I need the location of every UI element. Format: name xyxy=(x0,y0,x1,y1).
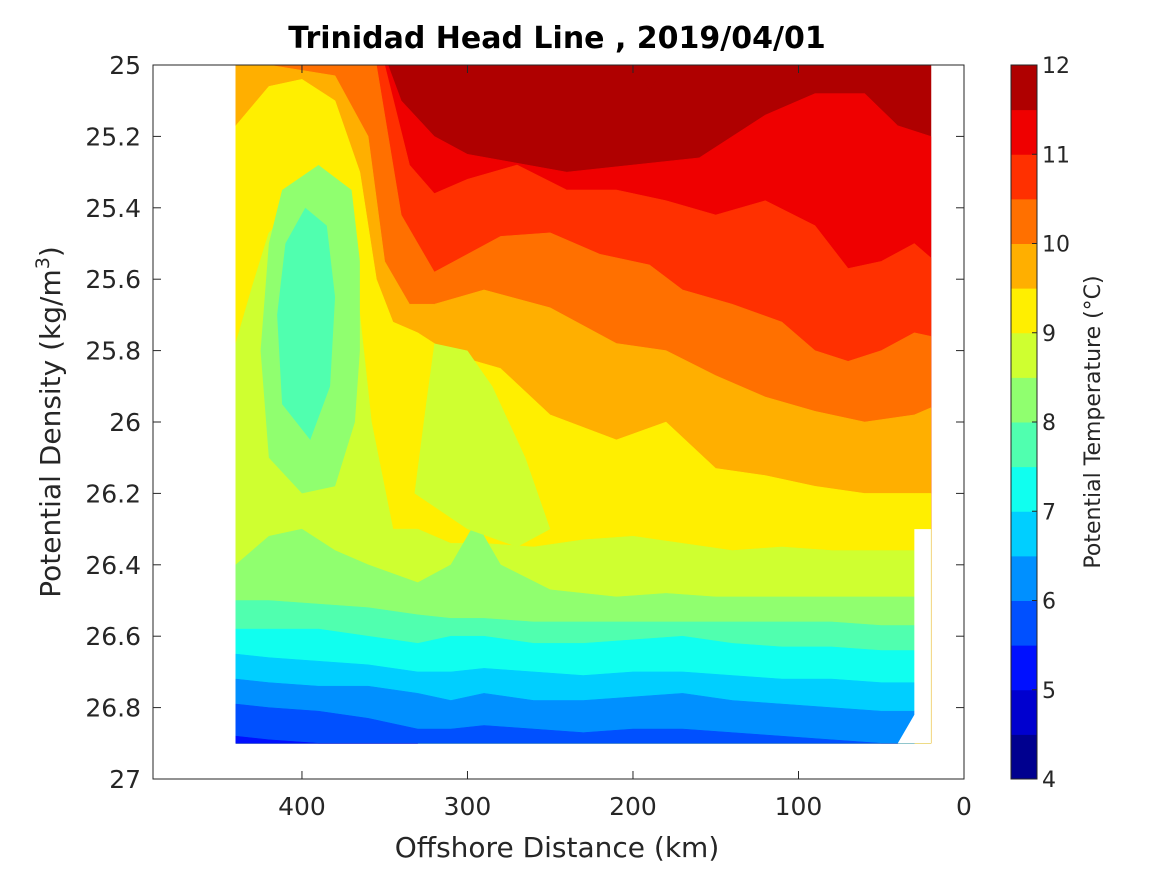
chart-title: Trinidad Head Line , 2019/04/01 xyxy=(288,21,825,56)
no-data-region xyxy=(897,529,931,744)
y-tick-label: 25.8 xyxy=(85,337,141,366)
colorbar-segment xyxy=(1011,332,1037,378)
x-tick-label: 0 xyxy=(956,792,972,821)
colorbar-tick-label: 12 xyxy=(1042,54,1070,79)
colorbar-segment xyxy=(1011,466,1037,512)
x-tick-label: 300 xyxy=(444,792,492,821)
y-tick-label: 25.6 xyxy=(85,265,141,294)
y-axis-label-main: Potential Density (kg/m xyxy=(34,269,67,598)
colorbar-segment xyxy=(1011,65,1037,111)
colorbar-tick-label: 5 xyxy=(1042,679,1056,704)
colorbar-tick-label: 8 xyxy=(1042,411,1056,436)
x-axis: 400 300 200 100 0 xyxy=(278,65,972,821)
colorbar-segment xyxy=(1011,511,1037,557)
y-tick-label: 26.4 xyxy=(85,551,141,580)
y-tick-label: 25.4 xyxy=(85,194,141,223)
y-tick-label: 26 xyxy=(109,408,141,437)
colorbar: 4 5 6 7 8 9 10 11 12 xyxy=(1010,54,1070,793)
x-tick-label: 200 xyxy=(609,792,657,821)
colorbar-segment xyxy=(1011,154,1037,200)
colorbar-segment xyxy=(1011,288,1037,334)
colorbar-tick-label: 10 xyxy=(1042,233,1070,258)
colorbar-segment xyxy=(1011,243,1037,289)
contour-blob-7.5 xyxy=(277,207,336,440)
y-axis: 25 25.2 25.4 25.6 25.8 26 26.2 26.4 26.6 26.8 27 xyxy=(85,51,964,794)
y-tick-label: 26.2 xyxy=(85,479,141,508)
plot-area xyxy=(235,65,932,744)
colorbar-segment xyxy=(1011,422,1037,468)
colorbar-label: Potential Temperature (°C) xyxy=(1081,275,1106,568)
x-axis-label: Offshore Distance (km) xyxy=(395,831,720,864)
y-axis-label-superscript: 3 xyxy=(32,257,54,269)
colorbar-segment xyxy=(1011,645,1037,691)
colorbar-tick-label: 6 xyxy=(1042,590,1056,615)
y-tick-label: 26.8 xyxy=(85,694,141,723)
contour-band-5.5 xyxy=(235,703,898,744)
colorbar-segment xyxy=(1011,377,1037,423)
y-axis-label: Potential Density (kg/m3) xyxy=(32,246,67,598)
x-tick-label: 400 xyxy=(278,792,326,821)
contour-blob-8.5 xyxy=(414,343,551,547)
y-tick-label: 25 xyxy=(109,51,141,80)
colorbar-tick-label: 11 xyxy=(1042,143,1070,168)
y-tick-label: 25.2 xyxy=(85,122,141,151)
y-tick-label: 27 xyxy=(109,765,141,794)
colorbar-segment xyxy=(1011,555,1037,601)
colorbar-segment xyxy=(1011,734,1037,780)
x-tick-label: 100 xyxy=(775,792,823,821)
contour-band-5 xyxy=(235,735,418,744)
y-axis-label-close: ) xyxy=(34,246,67,257)
colorbar-tick-label: 9 xyxy=(1042,322,1056,347)
y-tick-label: 26.6 xyxy=(85,622,141,651)
colorbar-tick-label: 7 xyxy=(1042,500,1056,525)
colorbar-segment xyxy=(1011,109,1037,155)
colorbar-segment xyxy=(1011,600,1037,646)
colorbar-segment xyxy=(1011,689,1037,735)
colorbar-segment xyxy=(1011,198,1037,244)
colorbar-tick-label: 4 xyxy=(1042,768,1056,793)
